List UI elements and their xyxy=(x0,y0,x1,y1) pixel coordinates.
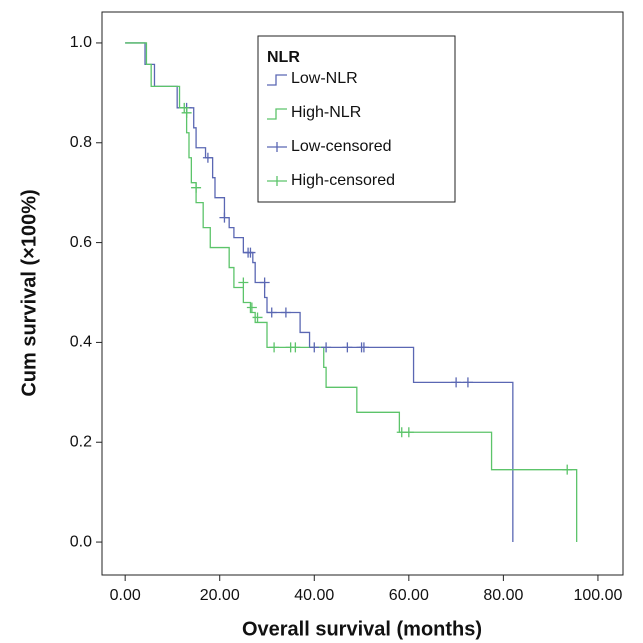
x-axis-label: Overall survival (months) xyxy=(242,618,482,640)
censor-mark xyxy=(245,247,256,258)
censor-mark xyxy=(202,152,213,163)
y-tick-label: 0.0 xyxy=(70,533,92,550)
censor-mark xyxy=(280,307,291,318)
y-tick-label: 0.6 xyxy=(70,234,92,251)
x-tick-label: 40.00 xyxy=(294,587,334,604)
legend-label: High-censored xyxy=(291,172,395,189)
censor-mark xyxy=(181,107,192,118)
y-axis-label: Cum survival (×100%) xyxy=(18,189,40,396)
censor-mark xyxy=(342,342,353,353)
x-tick-label: 0.00 xyxy=(110,587,141,604)
legend-label: Low-NLR xyxy=(291,70,358,87)
legend-box xyxy=(257,35,456,203)
censor-mark xyxy=(358,342,369,353)
censor-mark xyxy=(269,342,280,353)
censor-mark xyxy=(266,307,277,318)
censor-mark xyxy=(403,427,414,438)
censor-mark xyxy=(191,182,202,193)
censor-mark xyxy=(179,102,190,113)
censor-mark xyxy=(290,342,301,353)
censor-mark xyxy=(259,277,270,288)
legend-symbol xyxy=(267,176,287,186)
censor-mark xyxy=(238,277,249,288)
y-tick-label: 0.8 xyxy=(70,134,92,151)
plot-frame xyxy=(101,11,624,576)
legend-symbol xyxy=(267,74,287,86)
legend-symbol xyxy=(267,108,287,120)
censor-mark xyxy=(462,377,473,388)
legend-label: Low-censored xyxy=(291,138,392,155)
x-tick-label: 100.00 xyxy=(573,587,622,604)
censor-mark xyxy=(246,302,257,313)
y-tick-label: 1.0 xyxy=(70,34,92,51)
x-tick-label: 20.00 xyxy=(200,587,240,604)
legend-title: NLR xyxy=(267,49,300,66)
censor-mark xyxy=(252,312,263,323)
legend-symbol xyxy=(267,142,287,152)
censor-mark xyxy=(451,377,462,388)
censor-mark xyxy=(219,212,230,223)
x-tick-label: 80.00 xyxy=(483,587,523,604)
legend-label: High-NLR xyxy=(291,104,361,121)
censor-mark xyxy=(321,342,332,353)
y-tick-label: 0.2 xyxy=(70,433,92,450)
censor-mark xyxy=(562,464,573,475)
x-tick-label: 60.00 xyxy=(389,587,429,604)
y-tick-label: 0.4 xyxy=(70,334,92,351)
censor-mark xyxy=(309,342,320,353)
